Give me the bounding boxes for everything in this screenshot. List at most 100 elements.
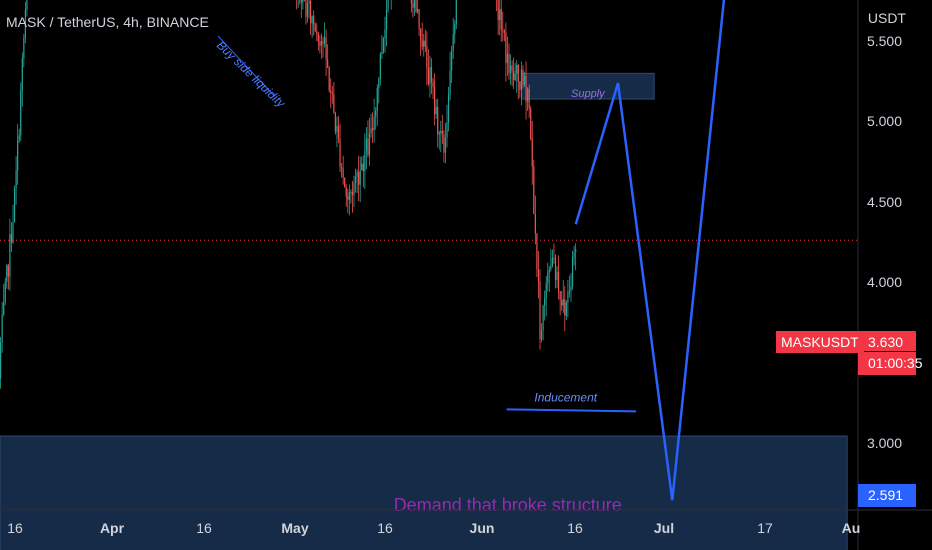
candle-body xyxy=(350,191,352,193)
candle-body xyxy=(570,286,572,292)
projection-path[interactable] xyxy=(574,0,763,501)
candle-body xyxy=(23,37,25,59)
time-tick-16-apr: 16 xyxy=(196,520,212,536)
candle-body xyxy=(413,0,416,8)
candle-body xyxy=(375,110,377,117)
candle-body xyxy=(17,140,19,171)
candle-body xyxy=(539,281,541,340)
candle-body xyxy=(306,3,309,17)
bar-countdown-tag: 01:00:35 xyxy=(858,352,923,375)
candle-body xyxy=(440,130,442,133)
candle-body xyxy=(410,0,412,3)
candle-body xyxy=(415,0,417,13)
candle-body xyxy=(556,271,558,280)
candle-body xyxy=(345,187,347,197)
price-tick-5000: 5.000 xyxy=(866,113,902,129)
time-tick-16-may: 16 xyxy=(377,520,393,536)
inducement-label[interactable]: Inducement xyxy=(534,390,597,404)
candle-body xyxy=(527,88,529,102)
candle-body xyxy=(452,34,454,51)
candle-body xyxy=(554,258,557,280)
candle-body xyxy=(519,81,521,90)
candle-body xyxy=(522,69,524,85)
candle-body xyxy=(454,24,456,35)
symbol-title[interactable]: MASK / TetherUS, 4h, BINANCE xyxy=(6,14,209,30)
demand-level-tag: 2.591 xyxy=(858,484,916,507)
candle-body xyxy=(319,41,321,46)
candle-body xyxy=(571,257,574,287)
candle-body xyxy=(444,137,447,153)
candle-body xyxy=(443,134,445,153)
candle-body xyxy=(370,128,372,134)
candle-body xyxy=(421,40,423,47)
candle-body xyxy=(511,65,513,71)
candle-body xyxy=(310,0,312,24)
candle-body xyxy=(322,41,324,44)
candle-body xyxy=(15,170,17,189)
candle-body xyxy=(424,40,426,47)
candle-body xyxy=(0,342,2,379)
supply-label[interactable]: Supply xyxy=(571,88,606,100)
candle-body xyxy=(528,88,530,109)
candle-body xyxy=(21,58,23,90)
candle-body xyxy=(325,37,327,60)
candle-body xyxy=(441,130,443,135)
candle-body xyxy=(533,166,535,215)
price-tick-3000: 3.000 xyxy=(866,435,902,451)
candle-body xyxy=(344,177,346,188)
candle-body xyxy=(550,266,552,270)
candle-body xyxy=(300,0,302,3)
inducement-line[interactable] xyxy=(506,408,637,413)
buy-side-liquidity-line[interactable] xyxy=(217,35,275,97)
candle-body xyxy=(333,94,335,113)
supply-zone[interactable] xyxy=(521,72,655,100)
candle-body xyxy=(20,89,22,136)
candle-body xyxy=(531,138,533,167)
candle-body xyxy=(432,81,434,87)
candle-body xyxy=(523,75,526,85)
candle-body xyxy=(561,300,563,306)
candle-body xyxy=(339,138,341,167)
candle-body xyxy=(564,299,566,316)
candle-body xyxy=(416,8,419,13)
candle-body xyxy=(12,221,14,243)
candle-body xyxy=(418,8,420,29)
price-tick-4000: 4.000 xyxy=(866,274,902,290)
time-tick-aug: Au xyxy=(841,520,861,536)
candle-body xyxy=(353,182,355,196)
candle-body xyxy=(525,75,527,102)
candle-body xyxy=(545,283,547,299)
candle-body xyxy=(373,116,375,131)
candle-body xyxy=(562,299,564,306)
candle-body xyxy=(341,166,343,169)
candle-body xyxy=(320,41,323,46)
candle-body xyxy=(505,32,507,63)
candle-body xyxy=(434,86,436,115)
candle-body xyxy=(412,2,414,8)
candle-body xyxy=(573,251,575,258)
candle-body xyxy=(435,106,437,115)
candle-body xyxy=(553,257,555,259)
candle-body xyxy=(449,70,451,96)
candle-body xyxy=(499,9,501,21)
candle-body xyxy=(502,29,504,31)
candle-body xyxy=(382,38,385,53)
candle-body xyxy=(347,196,349,200)
candle-body xyxy=(381,52,383,54)
demand-label[interactable]: Demand that broke structure xyxy=(394,495,622,515)
price-tick-5500: 5.500 xyxy=(866,33,902,49)
candle-body xyxy=(4,281,6,302)
candle-body xyxy=(506,53,509,63)
candle-body xyxy=(568,291,571,293)
candle-body xyxy=(547,272,549,284)
candle-body xyxy=(536,233,538,270)
candle-body xyxy=(534,214,536,234)
candle-body xyxy=(567,291,569,303)
time-tick-jul: Jul xyxy=(653,520,675,536)
candle-body xyxy=(446,122,448,138)
candle-body xyxy=(551,257,553,267)
candle-body xyxy=(18,135,20,141)
candle-body xyxy=(354,176,357,183)
demand-zone[interactable] xyxy=(0,435,848,550)
